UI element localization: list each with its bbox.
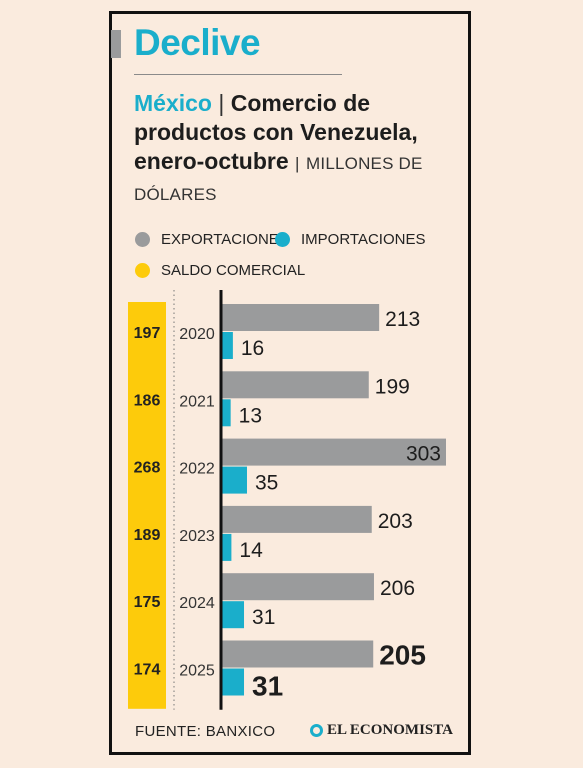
- title-units: MILLONES DE DÓLARES: [134, 154, 423, 204]
- export-bar: [221, 573, 374, 601]
- legend-label-balance: SALDO COMERCIAL: [161, 262, 306, 279]
- legend-label-exports: EXPORTACIONES: [161, 231, 289, 248]
- balance-value: 174: [134, 662, 161, 679]
- title-country: México: [134, 90, 212, 116]
- export-value-label: 199: [375, 375, 410, 398]
- title-main: Comercio de productos con Venezuela, ene…: [134, 90, 418, 174]
- balance-value: 175: [134, 594, 161, 611]
- year-label: 2025: [179, 663, 215, 680]
- export-bar: [221, 505, 372, 533]
- legend-swatch-imports: [275, 232, 290, 247]
- legend-label-imports: IMPORTACIONES: [301, 231, 426, 248]
- legend-item-balance: SALDO COMERCIAL: [135, 262, 305, 279]
- export-bar: [221, 371, 369, 399]
- title-separator: |: [218, 90, 225, 116]
- legend-swatch-balance: [135, 263, 150, 278]
- export-bar: [221, 304, 380, 331]
- year-label: 2021: [179, 393, 215, 410]
- brand: EL ECONOMISTA: [310, 722, 453, 739]
- balance-value: 186: [134, 392, 161, 409]
- year-label: 2022: [179, 461, 215, 478]
- balance-value: 197: [134, 325, 161, 342]
- export-value-label: 213: [385, 308, 420, 331]
- import-value-label: 31: [252, 606, 275, 629]
- export-bar: [221, 438, 446, 466]
- graphic-frame: [109, 11, 471, 755]
- export-value-label: 206: [380, 577, 415, 600]
- import-bar: [221, 332, 233, 359]
- kicker-marker: [111, 30, 121, 58]
- kicker-divider: [134, 74, 342, 75]
- import-value-label: 16: [241, 337, 264, 360]
- export-bar: [221, 640, 374, 668]
- brand-logo-icon: [310, 724, 323, 737]
- import-bar: [221, 399, 231, 427]
- year-label: 2024: [179, 595, 215, 612]
- balance-column: [128, 302, 166, 709]
- import-bar: [221, 533, 232, 561]
- balance-value: 189: [134, 527, 161, 544]
- legend-item-imports: IMPORTACIONES: [275, 231, 425, 248]
- title-units-separator: |: [295, 154, 300, 173]
- year-label: 2020: [179, 326, 215, 343]
- chart-title: México | Comercio de productos con Venez…: [134, 89, 464, 209]
- brand-name: EL ECONOMISTA: [327, 722, 453, 738]
- import-bar: [221, 466, 247, 494]
- import-value-label: 35: [255, 472, 278, 495]
- balance-value: 268: [134, 460, 161, 477]
- export-value-label: 303: [406, 443, 441, 466]
- year-label: 2023: [179, 528, 215, 545]
- import-value-label: 13: [239, 404, 262, 427]
- source-note: FUENTE: BANXICO: [135, 723, 276, 740]
- legend-swatch-exports: [135, 232, 150, 247]
- import-value-label: 31: [252, 671, 283, 702]
- kicker-title: Declive: [134, 22, 261, 63]
- export-value-label: 205: [379, 640, 426, 671]
- export-value-label: 203: [378, 510, 413, 533]
- import-bar: [221, 668, 245, 696]
- import-bar: [221, 601, 245, 629]
- legend-item-exports: EXPORTACIONES: [135, 231, 289, 248]
- import-value-label: 14: [239, 539, 263, 562]
